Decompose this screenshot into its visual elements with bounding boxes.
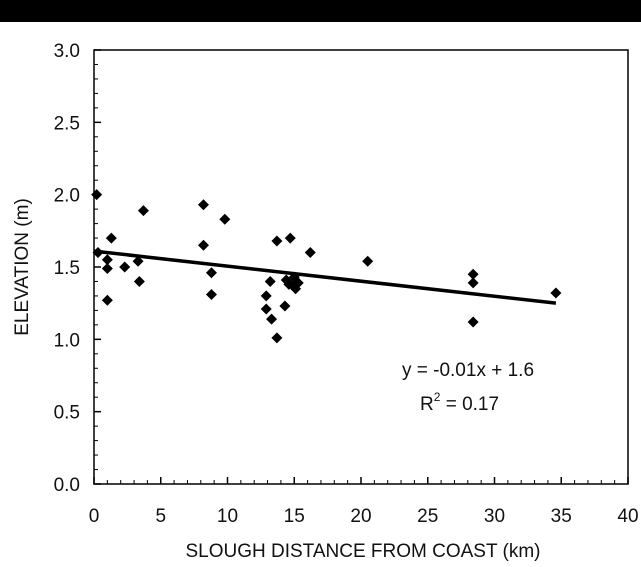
data-point — [91, 189, 103, 201]
data-point — [219, 213, 231, 225]
x-tick-label: 30 — [484, 506, 505, 527]
data-point — [264, 275, 276, 287]
y-tick-label: 1.5 — [54, 258, 80, 279]
data-point — [284, 232, 296, 244]
data-point — [105, 232, 117, 244]
data-point — [271, 332, 283, 344]
data-point — [119, 261, 131, 273]
x-tick-label: 40 — [617, 506, 638, 527]
plot-area — [93, 49, 629, 485]
data-point — [197, 199, 209, 211]
y-axis-tick-labels: 0.0 0.5 1.0 1.5 2.0 2.5 3.0 — [54, 41, 80, 496]
data-point — [92, 247, 104, 259]
r-squared-label: R2 = 0.17 — [420, 390, 499, 415]
y-tick-label: 0.5 — [54, 403, 80, 424]
y-tick-label: 0.0 — [54, 475, 80, 496]
r-squared-value: = 0.17 — [440, 394, 499, 415]
data-point — [205, 267, 217, 279]
data-point — [132, 255, 144, 267]
data-point — [467, 268, 479, 280]
data-point — [137, 205, 149, 217]
data-point — [304, 247, 316, 259]
x-tick-label: 35 — [551, 506, 572, 527]
data-point — [260, 290, 272, 302]
top-black-band — [0, 0, 641, 22]
x-axis-tick-labels: 0 5 10 15 20 25 30 35 40 — [89, 506, 639, 527]
y-tick-label: 2.5 — [54, 113, 80, 134]
data-point — [550, 287, 562, 299]
data-point — [260, 303, 272, 315]
data-point — [279, 300, 291, 312]
y-tick-label: 3.0 — [54, 41, 80, 62]
data-point — [101, 254, 113, 266]
data-point — [467, 316, 479, 328]
x-tick-label: 25 — [417, 506, 438, 527]
y-tick-label: 2.0 — [54, 186, 80, 207]
y-axis-ticks — [94, 49, 101, 485]
data-point — [101, 262, 113, 274]
r-squared-base: R — [420, 394, 434, 415]
trendline — [93, 249, 557, 305]
data-point — [467, 277, 479, 289]
data-point — [271, 235, 283, 247]
regression-equation: y = -0.01x + 1.6 — [402, 360, 534, 381]
data-point — [205, 288, 217, 300]
data-point — [292, 277, 304, 289]
x-axis-title: SLOUGH DISTANCE FROM COAST (km) — [185, 541, 540, 562]
r-squared-superscript: 2 — [434, 390, 441, 404]
y-tick-label: 1.0 — [54, 330, 80, 351]
data-points — [91, 189, 562, 344]
x-tick-label: 0 — [89, 506, 100, 527]
data-point — [362, 255, 374, 267]
data-point — [266, 313, 278, 325]
data-point — [133, 275, 145, 287]
x-tick-label: 5 — [155, 506, 166, 527]
y-axis-title: ELEVATION (m) — [12, 198, 33, 336]
x-tick-label: 10 — [217, 506, 238, 527]
x-tick-label: 15 — [284, 506, 305, 527]
x-axis-ticks — [93, 477, 629, 484]
data-point — [197, 239, 209, 251]
data-point — [101, 294, 113, 306]
x-tick-label: 20 — [350, 506, 371, 527]
